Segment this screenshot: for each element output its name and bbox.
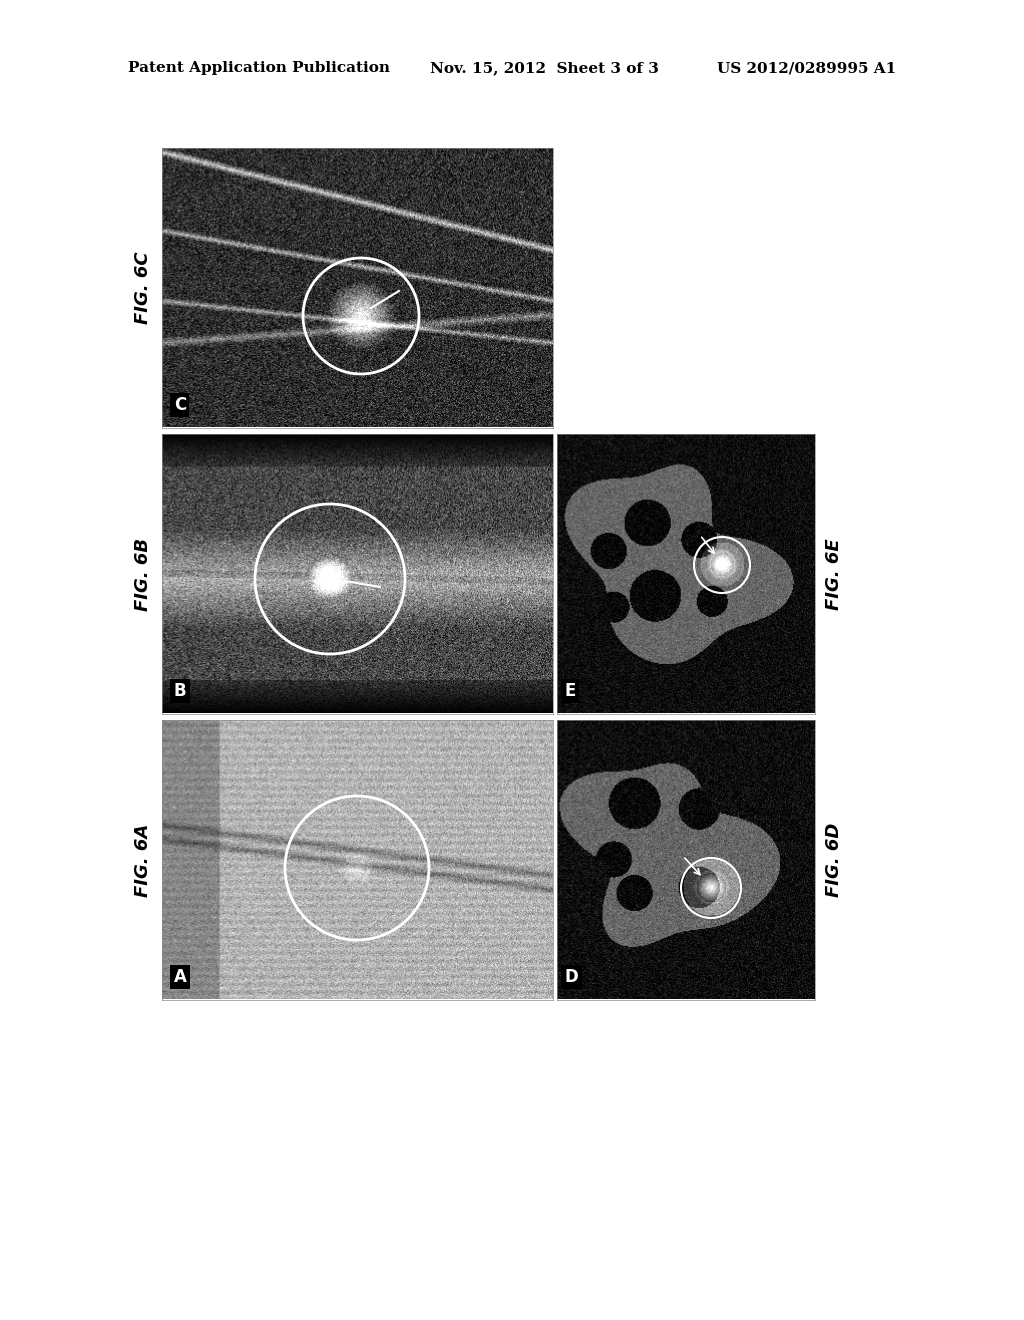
Text: FIG. 6D: FIG. 6D (825, 822, 843, 898)
Text: E: E (565, 682, 577, 700)
Text: C: C (174, 396, 186, 414)
Text: FIG. 6A: FIG. 6A (134, 824, 152, 896)
Text: D: D (565, 968, 579, 986)
Text: A: A (174, 968, 186, 986)
Text: FIG. 6B: FIG. 6B (134, 537, 152, 611)
Text: B: B (174, 682, 186, 700)
Text: FIG. 6C: FIG. 6C (134, 252, 152, 325)
Text: US 2012/0289995 A1: US 2012/0289995 A1 (717, 61, 896, 75)
Text: Nov. 15, 2012  Sheet 3 of 3: Nov. 15, 2012 Sheet 3 of 3 (430, 61, 659, 75)
Text: Patent Application Publication: Patent Application Publication (128, 61, 390, 75)
Text: FIG. 6E: FIG. 6E (825, 539, 843, 610)
